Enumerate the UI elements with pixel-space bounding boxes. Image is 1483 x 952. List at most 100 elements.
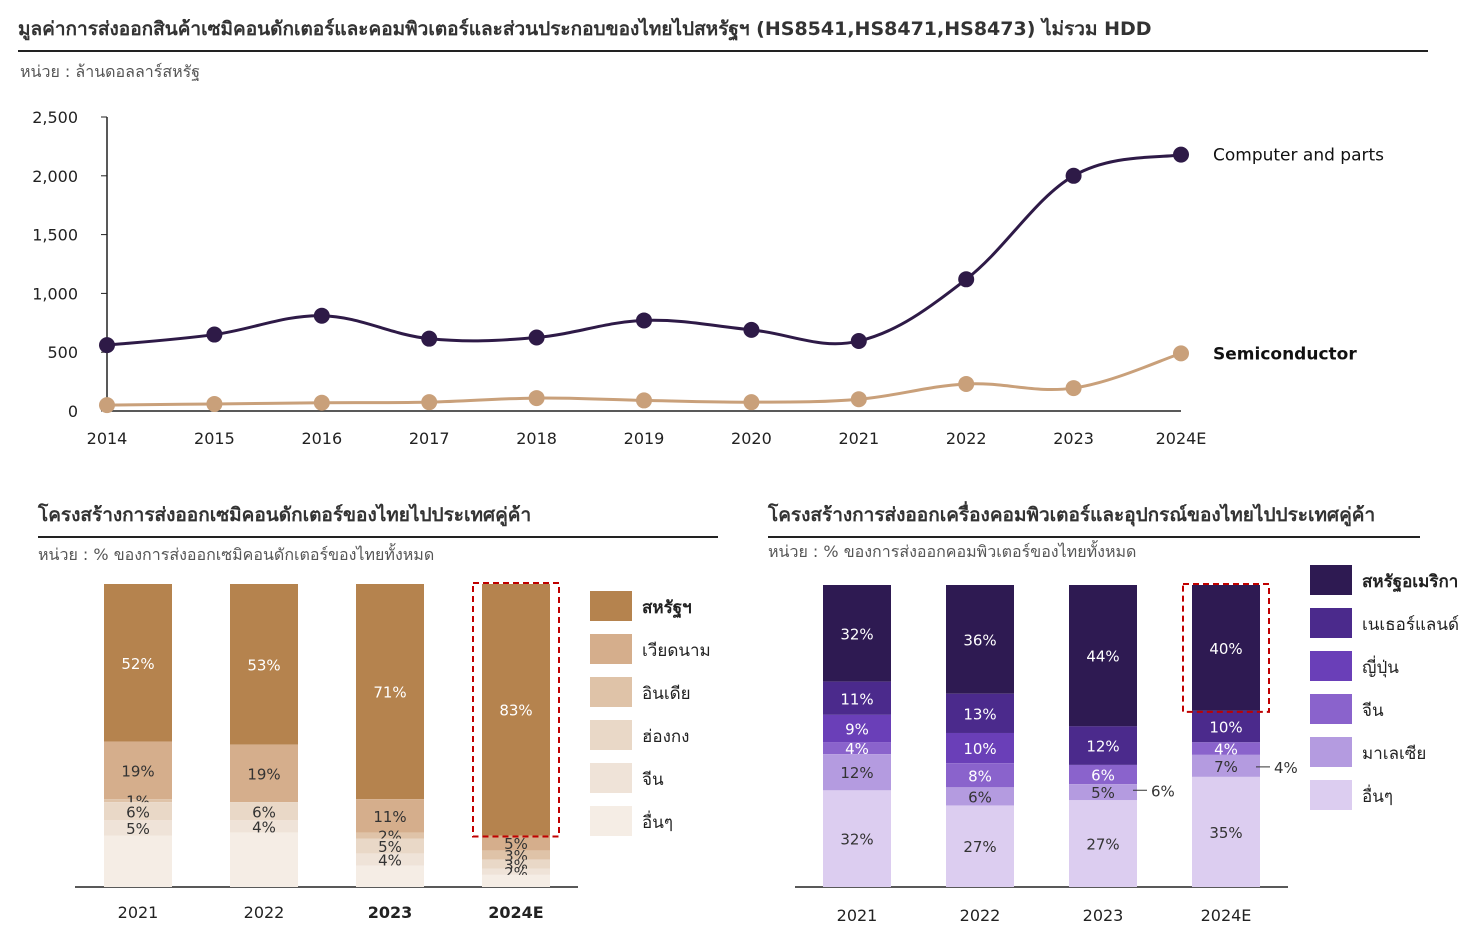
data-point	[99, 337, 115, 354]
data-point	[206, 326, 223, 343]
legend-label: จีน	[642, 770, 664, 790]
legend-swatch	[1310, 565, 1352, 595]
bar-segment	[1069, 784, 1137, 801]
legend-swatch	[590, 763, 632, 793]
bar-segment	[230, 832, 298, 887]
legend-label: อินเดีย	[642, 684, 691, 704]
bar-segment	[104, 802, 172, 821]
data-label: 12%	[840, 764, 873, 782]
legend-swatch	[1310, 737, 1352, 767]
category-label: 2022	[960, 906, 1001, 925]
legend-label: สหรัฐฯ	[642, 598, 692, 619]
data-point	[421, 394, 438, 411]
data-label: 5%	[378, 838, 402, 856]
data-label: 19%	[247, 765, 280, 783]
data-label: 5%	[504, 835, 528, 853]
bar-segment	[1192, 710, 1260, 743]
category-label: 2024E	[488, 903, 543, 922]
data-label: 36%	[963, 631, 996, 649]
x-tick-label: 2021	[838, 429, 879, 448]
x-tick-label: 2024E	[1156, 429, 1207, 448]
data-point	[206, 395, 223, 412]
bar-segment	[230, 744, 298, 803]
bar-segment	[356, 832, 424, 839]
data-label: 10%	[963, 740, 996, 758]
computer-chart-unit: หน่วย : % ของการส่งออกคอมพิวเตอร์ของไทยท…	[768, 542, 1137, 561]
data-point	[313, 394, 330, 411]
bar-segment	[482, 868, 550, 875]
series-label: Semiconductor	[1213, 344, 1357, 364]
data-label: 83%	[499, 702, 532, 720]
legend-swatch	[590, 677, 632, 707]
data-point	[99, 397, 115, 414]
bar-segment	[104, 835, 172, 887]
data-label: 6%	[968, 788, 992, 806]
legend-swatch	[590, 591, 632, 621]
bar-segment	[356, 799, 424, 833]
bar-segment	[482, 584, 550, 836]
legend-label: เนเธอร์แลนด์	[1362, 615, 1459, 635]
category-label: 2023	[368, 903, 413, 922]
legend-swatch	[1310, 780, 1352, 810]
callout-label: 6%	[1151, 782, 1175, 800]
data-point	[636, 392, 652, 409]
data-point	[958, 271, 975, 288]
data-point	[958, 375, 975, 392]
x-tick-label: 2019	[624, 429, 665, 448]
data-label: 52%	[121, 655, 154, 673]
legend-label: สหรัฐอเมริกา	[1362, 572, 1458, 593]
y-tick-label: 2,000	[32, 167, 78, 186]
data-label: 40%	[1209, 640, 1242, 658]
category-label: 2021	[118, 903, 159, 922]
data-label: 9%	[845, 720, 869, 738]
semiconductor-chart-title: โครงสร้างการส่งออกเซมิคอนดักเตอร์ของไทยไ…	[38, 500, 718, 538]
bar-segment	[356, 853, 424, 866]
category-label: 2024E	[1201, 906, 1252, 925]
data-label: 44%	[1086, 648, 1119, 666]
data-label: 35%	[1209, 824, 1242, 842]
x-tick-label: 2016	[301, 429, 342, 448]
bar-segment	[946, 732, 1014, 764]
bar-segment	[356, 838, 424, 854]
legend-swatch	[590, 634, 632, 664]
bar-segment	[1069, 764, 1137, 785]
data-label: 4%	[252, 818, 276, 836]
legend-label: มาเลเซีย	[1362, 744, 1426, 764]
bar-segment	[823, 585, 891, 682]
data-point	[1065, 380, 1082, 397]
y-tick-label: 1,500	[32, 226, 78, 245]
bar-segment	[104, 741, 172, 800]
page-title: มูลค่าการส่งออกสินค้าเซมิคอนดักเตอร์และค…	[18, 14, 1428, 52]
bar-segment	[230, 802, 298, 821]
data-label: 27%	[1086, 836, 1119, 854]
data-label: 11%	[840, 690, 873, 708]
data-label: 7%	[1214, 758, 1238, 776]
bar-segment	[356, 865, 424, 887]
legend-swatch	[1310, 651, 1352, 681]
x-tick-label: 2014	[87, 429, 128, 448]
bar-segment	[104, 799, 172, 803]
data-point	[743, 321, 760, 338]
bar-segment	[482, 859, 550, 869]
bar-segment	[356, 584, 424, 800]
semiconductor-chart-unit: หน่วย : % ของการส่งออกเซมิคอนดักเตอร์ของ…	[38, 545, 435, 564]
x-tick-label: 2015	[194, 429, 235, 448]
legend-label: ญี่ปุ่น	[1362, 655, 1399, 678]
data-label: 19%	[121, 762, 154, 780]
bar-segment	[1069, 800, 1137, 887]
x-tick-label: 2018	[516, 429, 557, 448]
y-tick-label: 0	[68, 402, 78, 421]
data-label: 4%	[845, 740, 869, 758]
legend-swatch	[590, 806, 632, 836]
bar-segment	[823, 681, 891, 715]
bar-segment	[482, 874, 550, 887]
data-point	[528, 329, 545, 346]
series-label: Computer and parts	[1213, 146, 1384, 166]
data-point	[313, 307, 330, 324]
data-label: 32%	[840, 625, 873, 643]
data-label: 5%	[1091, 784, 1115, 802]
legend-label: อื่นๆ	[642, 810, 673, 833]
x-tick-label: 2017	[409, 429, 450, 448]
category-label: 2023	[1083, 906, 1124, 925]
